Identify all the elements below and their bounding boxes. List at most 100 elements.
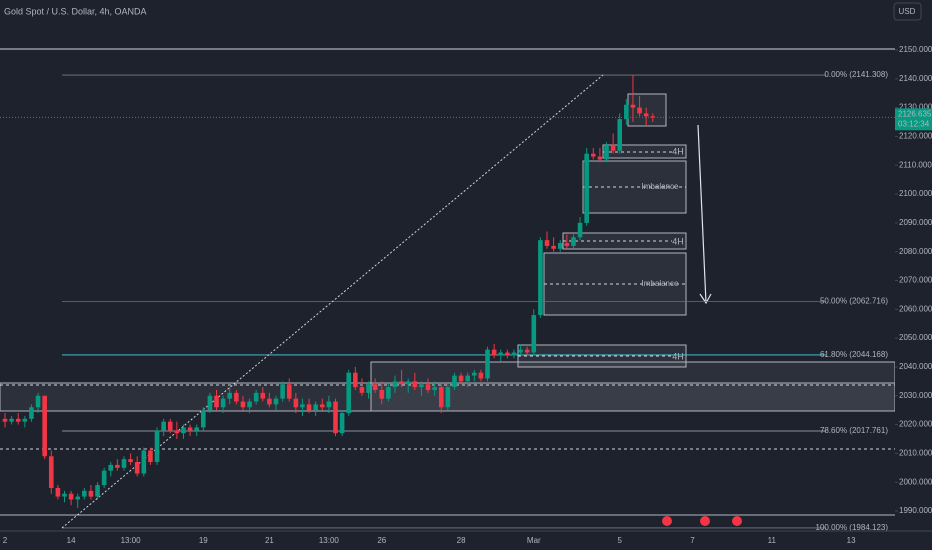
candle-body — [478, 372, 484, 379]
candle-body — [386, 387, 391, 399]
candle-body — [174, 430, 180, 434]
y-tick-label: 2010.000 — [899, 448, 932, 457]
candle-body — [234, 392, 239, 402]
x-tick-label: 2 — [3, 536, 8, 545]
event-icon[interactable] — [732, 516, 742, 526]
imbalance-zone — [543, 252, 687, 316]
candle-body — [346, 372, 352, 414]
zone-label: 4H — [672, 351, 684, 361]
candle-body — [62, 493, 67, 497]
candle-body — [610, 145, 616, 151]
candle-body — [194, 427, 199, 431]
candle-body — [491, 349, 497, 356]
candle-body — [392, 381, 398, 388]
candle-body — [577, 222, 583, 238]
candle-body — [551, 245, 556, 249]
candle-body — [55, 487, 61, 497]
candle-body — [35, 395, 41, 408]
candle-body — [306, 404, 312, 411]
x-tick-label: 13:00 — [121, 536, 142, 545]
candle-body — [445, 387, 451, 408]
candle-body — [538, 240, 543, 316]
candle-body — [286, 384, 292, 399]
candle-body — [181, 427, 186, 434]
x-tick-label: 28 — [457, 536, 466, 545]
candle-body — [405, 381, 411, 385]
candle-body — [399, 381, 404, 385]
x-tick-label: 11 — [768, 536, 777, 545]
candle-body — [498, 352, 504, 356]
y-tick-label: 2030.000 — [899, 391, 932, 400]
x-tick-label: 14 — [67, 536, 76, 545]
y-tick-label: 1990.000 — [899, 506, 932, 515]
candle-body — [273, 398, 279, 405]
candle-body — [452, 375, 457, 388]
event-icon[interactable] — [700, 516, 710, 526]
zone-label: Imbalance — [642, 279, 679, 288]
zones: 4H Imbalance 4H Imbalance 4H — [0, 48, 896, 526]
candle-body — [333, 401, 338, 434]
candle-body — [584, 153, 589, 223]
y-tick-label: 2150.000 — [899, 45, 932, 54]
fib-label: 78.60% (2017.761) — [820, 426, 888, 435]
candle-body — [267, 398, 272, 405]
projection-arrow — [697, 124, 712, 305]
zone-label: Imbalance — [642, 182, 679, 191]
candle-body — [201, 410, 206, 428]
x-tick-label: 7 — [690, 536, 695, 545]
candle-body — [220, 398, 226, 408]
candle-body — [557, 243, 563, 249]
candle-body — [207, 395, 213, 411]
candle-body — [412, 381, 418, 388]
x-tick-label: 26 — [377, 536, 386, 545]
y-tick-label: 2060.000 — [899, 304, 932, 313]
price-axis — [895, 0, 932, 550]
y-tick-label: 2120.000 — [899, 132, 932, 141]
candle-body — [300, 404, 305, 408]
candle-body — [438, 387, 444, 408]
candle-body — [319, 404, 325, 408]
candle-body — [485, 349, 490, 379]
candle-body — [253, 392, 259, 402]
candle-body — [505, 352, 510, 356]
event-icon[interactable] — [662, 516, 672, 526]
zone-label: 4H — [672, 146, 684, 156]
last-price-label: 2126.635 — [898, 109, 932, 118]
candle-body — [564, 243, 570, 246]
y-tick-label: 2130.000 — [899, 103, 932, 112]
y-tick-label: 2110.000 — [899, 160, 932, 169]
candle-body — [511, 352, 517, 356]
fib-label: 0.00% (2141.308) — [824, 70, 888, 79]
candle-body — [2, 418, 8, 422]
candle-body — [227, 392, 233, 399]
candle-body — [128, 459, 133, 463]
y-tick-label: 2020.000 — [899, 420, 932, 429]
x-tick-label: 21 — [265, 536, 274, 545]
candle-body — [214, 395, 219, 408]
candle-body — [293, 398, 299, 408]
candle-body — [313, 404, 318, 411]
candle-body — [154, 430, 160, 463]
candle-body — [134, 462, 140, 474]
candle-body — [15, 418, 21, 422]
x-tick-label: 19 — [199, 536, 208, 545]
candle-body — [425, 384, 431, 390]
candle-body — [240, 401, 246, 408]
currency-button[interactable] — [893, 2, 922, 21]
candle-body — [339, 413, 345, 434]
range-zone — [370, 361, 896, 412]
target-box — [627, 93, 667, 127]
candle-body — [432, 387, 437, 390]
candle-body — [372, 384, 378, 390]
candle-body — [326, 401, 332, 408]
candle-body — [148, 450, 153, 463]
candle-body — [544, 240, 550, 246]
currency-label[interactable]: USD — [899, 7, 916, 16]
candle-body — [121, 459, 127, 468]
last-price-box — [895, 108, 932, 131]
y-tick-label: 2050.000 — [899, 333, 932, 342]
candle-body — [465, 375, 470, 382]
candle-body — [531, 315, 537, 353]
x-tick-label: 5 — [618, 536, 623, 545]
candle-body — [22, 418, 28, 422]
